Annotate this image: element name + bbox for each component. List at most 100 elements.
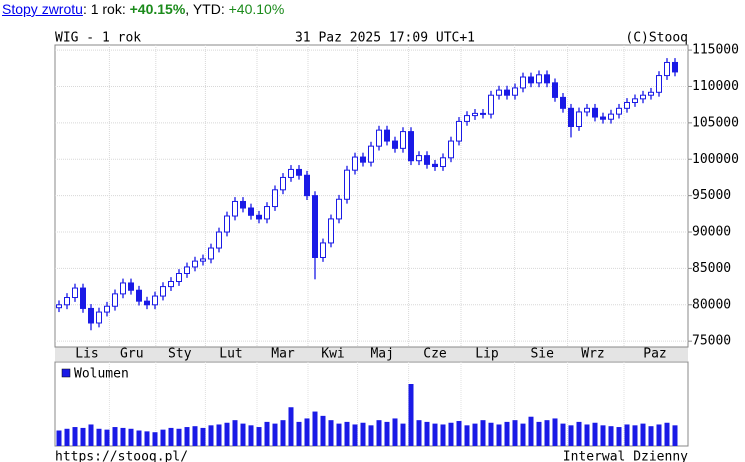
candle-body xyxy=(192,260,198,268)
volume-bar xyxy=(536,421,542,446)
volume-bar xyxy=(368,425,374,446)
volume-bar xyxy=(136,430,142,446)
candle-body xyxy=(640,94,646,100)
candle-body xyxy=(328,218,334,244)
y-tick-label: 100000 xyxy=(692,152,739,167)
footer-left: https://stooq.pl/ xyxy=(55,450,188,462)
volume-bar xyxy=(464,425,470,446)
y-tick-label: 95000 xyxy=(692,188,731,203)
volume-bar xyxy=(272,423,278,446)
candle-body xyxy=(256,214,262,220)
candle-body xyxy=(528,76,534,84)
volume-bar xyxy=(528,416,534,446)
x-tick-label: Maj xyxy=(370,347,393,362)
volume-bar xyxy=(88,424,94,446)
candle-body xyxy=(216,231,222,249)
volume-bar xyxy=(488,422,494,446)
volume-bar xyxy=(280,420,286,446)
candle-body xyxy=(520,76,526,89)
period-label: : 1 rok: xyxy=(82,1,130,17)
candle-body xyxy=(312,195,318,258)
volume-bar xyxy=(248,425,254,446)
x-tick-label: Mar xyxy=(271,347,295,362)
returns-link[interactable]: Stopy zwrotu xyxy=(2,1,83,17)
volume-bar xyxy=(576,421,582,446)
candle-body xyxy=(600,116,606,120)
x-tick-label: Wrz xyxy=(581,347,604,362)
volume-bar xyxy=(208,425,214,446)
candle-body xyxy=(544,74,550,84)
volume-bar xyxy=(320,415,326,446)
candle-body xyxy=(304,174,310,197)
candle-body xyxy=(560,96,566,109)
volume-bar xyxy=(624,424,630,446)
candle-body xyxy=(384,129,390,142)
volume-bar xyxy=(416,420,422,446)
x-tick-label: Lut xyxy=(219,347,242,362)
candle-body xyxy=(464,115,470,122)
volume-bar xyxy=(352,424,358,446)
volume-bar xyxy=(496,424,502,446)
legend-label: Wolumen xyxy=(74,367,129,382)
volume-bar xyxy=(568,425,574,446)
volume-bar xyxy=(336,423,342,446)
volume-bar xyxy=(608,426,614,446)
candle-body xyxy=(288,168,294,178)
candle-body xyxy=(568,107,574,128)
candle-body xyxy=(200,258,206,262)
volume-bar xyxy=(544,420,550,446)
y-tick-label: 90000 xyxy=(692,225,731,240)
candle-body xyxy=(128,282,134,291)
volume-bar xyxy=(432,423,438,446)
candle-body xyxy=(152,295,158,306)
candle-body xyxy=(632,98,638,103)
volume-bar xyxy=(592,422,598,446)
y-tick-label: 80000 xyxy=(692,297,731,312)
volume-bar xyxy=(672,425,678,446)
volume-bar xyxy=(392,418,398,446)
x-tick-label: Lip xyxy=(475,347,499,362)
y-tick-label: 110000 xyxy=(692,79,739,94)
volume-bar xyxy=(184,427,190,446)
candle-body xyxy=(624,101,630,109)
y-tick-label: 85000 xyxy=(692,261,731,276)
volume-bar xyxy=(440,424,446,446)
volume-bar xyxy=(152,432,158,446)
volume-bar xyxy=(80,427,86,446)
candle-body xyxy=(584,107,590,113)
candle-body xyxy=(160,286,166,297)
candle-body xyxy=(104,305,110,313)
x-tick-label: Kwi xyxy=(321,347,344,362)
candle-body xyxy=(552,82,558,98)
volume-bar xyxy=(120,427,126,446)
volume-bar xyxy=(328,420,334,446)
volume-bar xyxy=(408,384,414,446)
y-tick-label: 105000 xyxy=(692,115,739,130)
volume-bar xyxy=(128,428,134,446)
volume-bar xyxy=(296,421,302,446)
candle-body xyxy=(456,120,462,142)
volume-bar xyxy=(176,428,182,446)
chart-source: (C)Stooq xyxy=(625,31,688,46)
volume-bar xyxy=(504,421,510,446)
volume-bar xyxy=(344,421,350,446)
x-tick-label: Sie xyxy=(530,347,554,362)
candle-body xyxy=(96,311,102,324)
x-tick-label: Sty xyxy=(168,347,192,362)
volume-bar xyxy=(240,423,246,446)
candle-body xyxy=(664,61,670,77)
volume-bar xyxy=(584,424,590,446)
candle-body xyxy=(448,140,454,159)
candle-body xyxy=(264,206,270,220)
y-tick-label: 115000 xyxy=(692,43,739,58)
candle-body xyxy=(656,75,662,93)
candle-body xyxy=(592,107,598,118)
x-tick-label: Paz xyxy=(643,347,666,362)
candle-body xyxy=(320,242,326,258)
candle-body xyxy=(240,200,246,209)
candle-body xyxy=(392,140,398,149)
footer-right: Interwal Dzienny xyxy=(563,450,688,462)
candle-body xyxy=(480,112,486,115)
